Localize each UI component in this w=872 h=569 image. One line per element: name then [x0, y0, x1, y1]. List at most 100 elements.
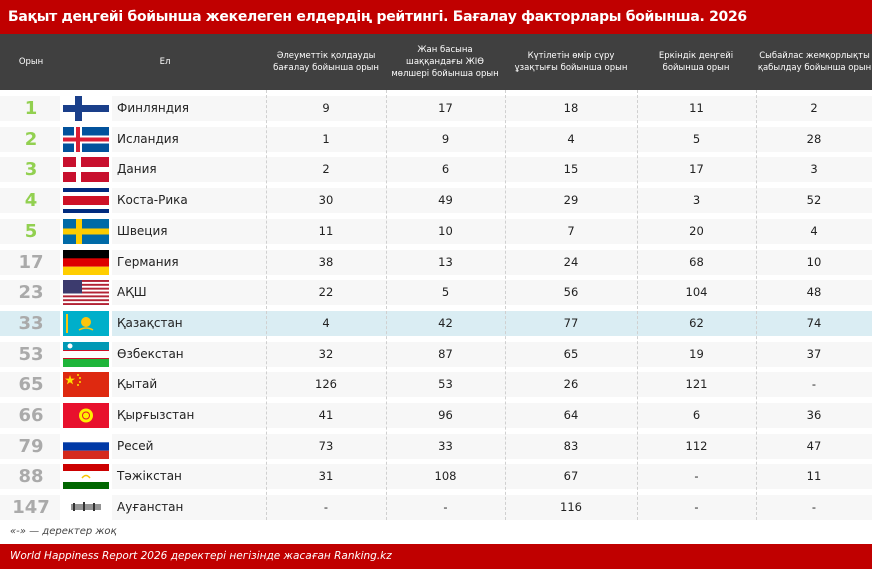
- table-row: 66 Қырғызстан 41 96 64 6 36: [0, 400, 872, 431]
- rank-cell: 83: [563, 438, 579, 453]
- afghanistan-flag-icon: [60, 492, 112, 524]
- rank-cell: 41: [318, 408, 334, 422]
- column-divider: [266, 90, 267, 520]
- usa-flag-icon: [60, 277, 112, 309]
- country-name: Германия: [117, 254, 179, 269]
- rank-cell: 121: [685, 377, 708, 392]
- rank-cell: 29: [563, 193, 579, 208]
- rank-cell: 104: [685, 285, 708, 300]
- rank-cell: 38: [318, 254, 334, 269]
- table-row: 23 АҚШ 22 5 56 104 48: [0, 277, 872, 309]
- rank-cell: 6: [692, 408, 701, 422]
- rank-value: 4: [24, 190, 38, 212]
- country-name: Қытай: [117, 377, 158, 392]
- country-name: Ауғанстан: [117, 500, 184, 515]
- rank-cell: 33: [438, 438, 453, 453]
- rank-cell: 13: [438, 254, 453, 269]
- rank-cell: 116: [560, 500, 582, 515]
- rank-value: 66: [18, 405, 44, 426]
- table-row: 147 Ауғанстан - - 116 - -: [0, 492, 872, 524]
- rank-cell: 65: [563, 346, 579, 361]
- rank-cell: 73: [318, 438, 334, 453]
- rank-cell: 74: [806, 315, 822, 330]
- rank-cell: 56: [563, 285, 579, 300]
- rank-cell: 67: [563, 469, 579, 484]
- rank-value: 2: [24, 128, 38, 150]
- rank-cell: 22: [318, 285, 334, 300]
- sweden-flag-icon: [60, 215, 112, 247]
- rank-value: 79: [18, 435, 44, 457]
- tajikistan-flag-icon: [60, 461, 112, 493]
- rank-cell: 36: [806, 408, 822, 422]
- rank-cell: 2: [810, 101, 818, 115]
- header-corruption: Сыбайлас жемқорлықты қабылдау бойынша ор…: [757, 51, 872, 73]
- header-rank: Орын: [18, 57, 44, 67]
- header-life-expectancy: Күтілетін өмір сүру ұзақтығы бойынша оры…: [514, 51, 628, 73]
- rank-cell: 4: [567, 131, 575, 146]
- rank-value: 53: [18, 343, 44, 365]
- table-row: 4 Коста-Рика 30 49 29 3 52: [0, 185, 872, 217]
- rank-cell: 26: [563, 377, 579, 392]
- rank-value: 88: [18, 466, 44, 488]
- rank-value: 65: [18, 374, 44, 396]
- table-row: 65 Қытай 126 53 26 121 -: [0, 369, 872, 401]
- country-name: Исландия: [117, 131, 179, 146]
- rank-value: 33: [18, 312, 44, 334]
- header-gdp: Жан басына шаққандағы ЖІӨ мөлшері бойынш…: [391, 45, 499, 79]
- rank-cell: 11: [318, 223, 334, 238]
- rank-cell: 87: [438, 346, 453, 361]
- rank-cell: 49: [438, 193, 453, 208]
- rank-cell: 52: [806, 193, 822, 208]
- rank-cell: 10: [438, 223, 453, 238]
- rank-cell: 4: [322, 315, 330, 330]
- rank-cell: 1: [322, 131, 330, 146]
- country-name: Коста-Рика: [117, 193, 188, 208]
- table-row: 33 Қазақстан 4 42 77 62 74: [0, 307, 872, 339]
- rank-cell: -: [323, 500, 329, 515]
- rank-cell: 19: [689, 346, 704, 361]
- rank-cell: 5: [441, 285, 450, 300]
- rank-cell: 3: [692, 193, 701, 208]
- rank-cell: 6: [441, 162, 450, 177]
- costa-rica-flag-icon: [60, 185, 112, 217]
- rank-cell: 126: [315, 377, 337, 392]
- rank-cell: 9: [441, 131, 450, 146]
- country-name: Финляндия: [117, 101, 190, 115]
- country-name: Қырғызстан: [117, 408, 195, 422]
- table-row: 5 Швеция 11 10 7 20 4: [0, 215, 872, 247]
- rank-cell: 31: [318, 469, 334, 484]
- rank-cell: -: [811, 377, 817, 392]
- rank-cell: 5: [692, 131, 701, 146]
- rank-value: 1: [24, 98, 38, 119]
- denmark-flag-icon: [60, 154, 112, 186]
- rank-cell: 64: [563, 408, 579, 422]
- rank-cell: -: [811, 500, 817, 515]
- uzbekistan-flag-icon: [60, 338, 112, 370]
- rank-cell: 11: [806, 469, 822, 484]
- rank-cell: 48: [806, 285, 822, 300]
- rank-cell: 15: [563, 162, 579, 177]
- header-social-support: Әлеуметтік қолдауды бағалау бойынша орын: [273, 51, 379, 73]
- rank-cell: 112: [685, 438, 708, 453]
- header-country: Ел: [159, 57, 171, 67]
- column-divider: [756, 90, 757, 520]
- rank-cell: -: [443, 500, 448, 515]
- rank-cell: 32: [318, 346, 334, 361]
- table-row: 3 Дания 2 6 15 17 3: [0, 154, 872, 186]
- column-divider: [386, 90, 387, 520]
- rank-cell: 17: [689, 162, 704, 177]
- table-row: 1 Финляндия 9 17 18 11 2: [0, 93, 872, 124]
- finland-flag-icon: [60, 93, 112, 124]
- country-name: Тәжікстан: [117, 469, 182, 484]
- table-row: 2 Исландия 1 9 4 5 28: [0, 123, 872, 155]
- table-header: Орын Ел Әлеуметтік қолдауды бағалау бойы…: [0, 34, 872, 90]
- rank-cell: 53: [438, 377, 453, 392]
- rank-cell: 96: [438, 408, 453, 422]
- rank-cell: -: [694, 500, 699, 515]
- rank-cell: 30: [318, 193, 334, 208]
- rank-cell: 20: [689, 223, 704, 238]
- table-row: 88 Тәжікстан 31 108 67 - 11: [0, 461, 872, 493]
- rank-cell: 108: [434, 469, 457, 484]
- rank-value: 3: [24, 159, 38, 181]
- kyrgyzstan-flag-icon: [60, 400, 112, 431]
